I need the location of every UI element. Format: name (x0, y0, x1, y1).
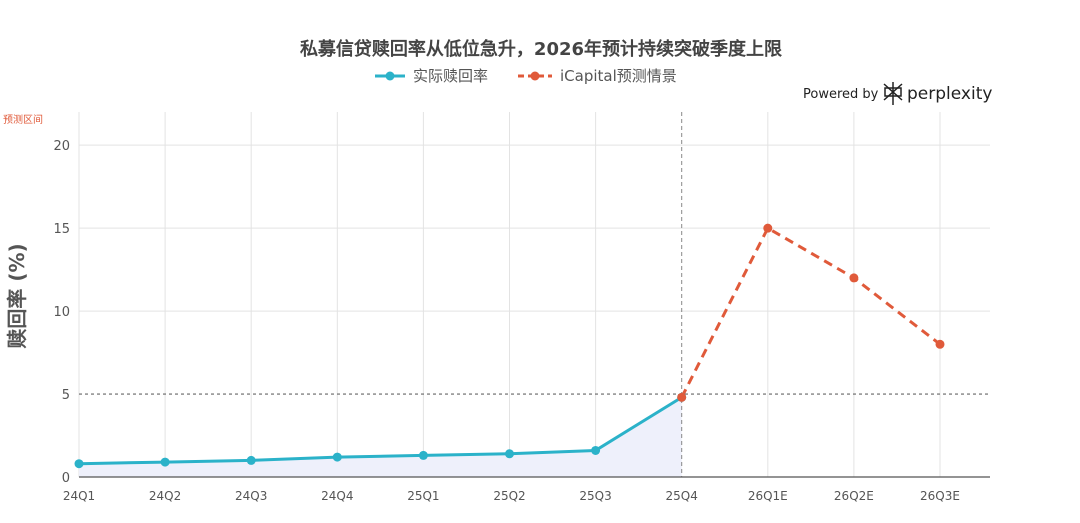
data-point-forecast (935, 339, 945, 349)
data-point-actual (505, 449, 514, 459)
y-tick-label: 20 (53, 139, 70, 154)
grid (78, 112, 990, 477)
reference-lines (79, 112, 990, 478)
y-axis-label: 赎回率 (%) (5, 243, 29, 348)
data-point-actual (418, 450, 428, 460)
x-tick-label: 26Q1E (748, 489, 788, 503)
x-tick-label: 24Q2 (149, 489, 181, 503)
legend-marker-forecast (530, 71, 540, 81)
series-line-actual (78, 396, 683, 466)
legend-marker-actual (385, 71, 395, 81)
perplexity-logo-icon (883, 82, 903, 105)
perplexity-wordmark: perplexity (907, 84, 992, 104)
y-tick-label: 5 (62, 388, 70, 403)
data-point-actual (160, 457, 170, 467)
series-line-forecast (680, 226, 941, 399)
y-axis-ticks: 0 5 10 15 20 (53, 139, 70, 486)
powered-by-text: Powered by (803, 87, 879, 102)
chart-title: 私募信贷赎回率从低位急升，2026年预计持续突破季度上限 (300, 38, 783, 60)
x-tick-label: 25Q2 (493, 489, 525, 503)
data-points (74, 223, 945, 469)
series-lines (78, 226, 941, 466)
data-point-forecast (677, 392, 687, 402)
x-tick-label: 24Q1 (63, 489, 95, 503)
area-layer (79, 397, 682, 477)
x-tick-label: 25Q4 (666, 489, 698, 503)
legend-item-actual: 实际赎回率 (375, 67, 488, 85)
data-point-forecast (763, 223, 773, 233)
data-point-actual (332, 452, 342, 462)
x-tick-label: 24Q4 (321, 489, 353, 503)
x-axis-ticks: 24Q1 24Q2 24Q3 24Q4 25Q1 25Q2 25Q3 25Q4 26Q1E 26Q… (63, 489, 960, 503)
data-point-actual (246, 455, 256, 465)
legend-label-forecast: iCapital预测情景 (560, 67, 677, 85)
y-tick-label: 10 (53, 305, 70, 320)
x-tick-label: 26Q2E (834, 489, 874, 503)
forecast-zone-label: 预测区间 (3, 113, 43, 126)
x-tick-label: 24Q3 (235, 489, 267, 503)
legend: 实际赎回率 iCapital预测情景 (375, 67, 677, 85)
x-tick-label: 26Q3E (920, 489, 960, 503)
x-tick-label: 25Q1 (407, 489, 439, 503)
data-point-forecast (849, 273, 859, 283)
y-tick-label: 15 (53, 222, 70, 237)
data-point-actual (591, 445, 601, 455)
powered-by-perplexity: Powered by perplexity (803, 82, 992, 105)
area-actual (79, 397, 682, 477)
legend-label-actual: 实际赎回率 (413, 67, 488, 85)
y-tick-label: 0 (62, 471, 70, 486)
legend-item-forecast: iCapital预测情景 (518, 67, 677, 85)
x-tick-label: 25Q3 (579, 489, 611, 503)
data-point-actual (74, 459, 84, 469)
